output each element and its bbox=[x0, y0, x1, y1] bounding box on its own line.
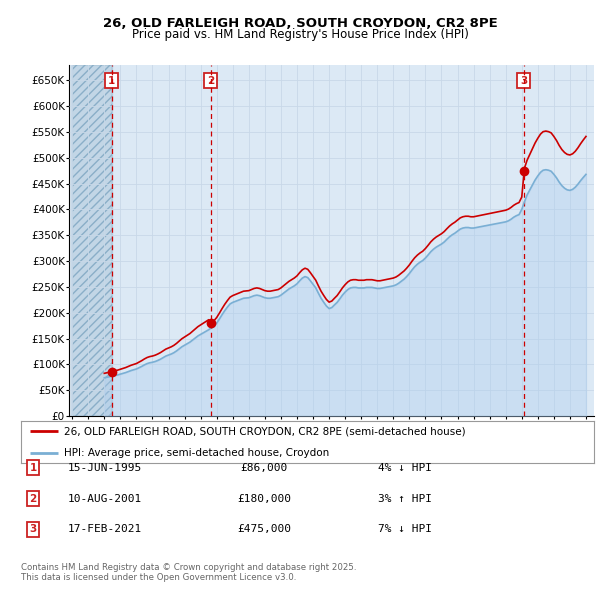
Text: £180,000: £180,000 bbox=[237, 494, 291, 503]
Text: 2: 2 bbox=[29, 494, 37, 503]
Text: 3% ↑ HPI: 3% ↑ HPI bbox=[378, 494, 432, 503]
Bar bbox=[72, 65, 112, 416]
Text: Contains HM Land Registry data © Crown copyright and database right 2025.
This d: Contains HM Land Registry data © Crown c… bbox=[21, 563, 356, 582]
Text: 4% ↓ HPI: 4% ↓ HPI bbox=[378, 463, 432, 473]
Text: 26, OLD FARLEIGH ROAD, SOUTH CROYDON, CR2 8PE (semi-detached house): 26, OLD FARLEIGH ROAD, SOUTH CROYDON, CR… bbox=[64, 427, 466, 436]
Bar bbox=[72, 65, 112, 416]
Text: 1: 1 bbox=[108, 76, 115, 86]
Text: 7% ↓ HPI: 7% ↓ HPI bbox=[378, 525, 432, 534]
Text: 3: 3 bbox=[520, 76, 527, 86]
Text: 17-FEB-2021: 17-FEB-2021 bbox=[68, 525, 142, 534]
Text: 15-JUN-1995: 15-JUN-1995 bbox=[68, 463, 142, 473]
Text: 10-AUG-2001: 10-AUG-2001 bbox=[68, 494, 142, 503]
Text: 1: 1 bbox=[29, 463, 37, 473]
Text: HPI: Average price, semi-detached house, Croydon: HPI: Average price, semi-detached house,… bbox=[64, 448, 329, 457]
Text: £475,000: £475,000 bbox=[237, 525, 291, 534]
Text: 26, OLD FARLEIGH ROAD, SOUTH CROYDON, CR2 8PE: 26, OLD FARLEIGH ROAD, SOUTH CROYDON, CR… bbox=[103, 17, 497, 30]
Text: 3: 3 bbox=[29, 525, 37, 534]
Text: £86,000: £86,000 bbox=[241, 463, 287, 473]
Text: Price paid vs. HM Land Registry's House Price Index (HPI): Price paid vs. HM Land Registry's House … bbox=[131, 28, 469, 41]
Text: 2: 2 bbox=[207, 76, 214, 86]
